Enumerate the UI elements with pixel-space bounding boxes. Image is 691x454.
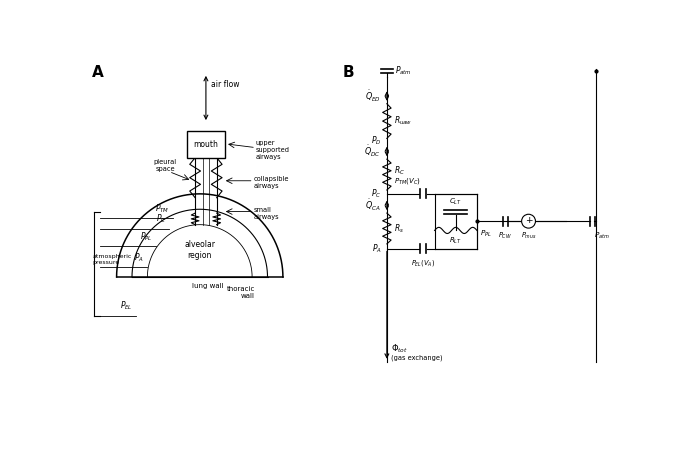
Text: $P_{atm}$: $P_{atm}$ [395,64,411,77]
Text: $P_{EL}(V_A)$: $P_{EL}(V_A)$ [411,258,435,268]
Text: $P_A$: $P_A$ [133,252,144,264]
Text: air flow: air flow [211,80,239,89]
Text: alveolar
region: alveolar region [184,240,216,260]
Text: +: + [524,216,532,225]
Text: $\dot{Q}_{DC}$: $\dot{Q}_{DC}$ [364,144,381,159]
Text: upper
supported
airways: upper supported airways [256,140,290,160]
Text: $\dot{Q}_{CA}$: $\dot{Q}_{CA}$ [365,197,381,213]
Text: $P_A$: $P_A$ [372,242,381,255]
Text: $P_{EL}$: $P_{EL}$ [120,300,133,312]
Text: $R_s$: $R_s$ [394,222,404,235]
Text: B: B [342,65,354,80]
Text: $P_{CW}$: $P_{CW}$ [498,231,513,241]
Text: thoracic
wall: thoracic wall [227,286,255,299]
Text: $R_C$: $R_C$ [394,164,405,177]
Text: $P_{atm}$: $P_{atm}$ [594,231,610,241]
Text: pleural
space: pleural space [153,159,177,172]
Text: $P_{PL}$: $P_{PL}$ [480,229,492,239]
Circle shape [522,214,536,228]
Text: mouth: mouth [193,140,218,148]
Text: $P_{mus}$: $P_{mus}$ [520,231,536,242]
Text: $R_{LT}$: $R_{LT}$ [449,236,462,246]
Text: (gas exchange): (gas exchange) [392,355,443,361]
Text: A: A [92,65,104,80]
Text: $P_C$: $P_C$ [155,213,166,226]
Text: $\Phi_{tot}$: $\Phi_{tot}$ [392,342,408,355]
Text: $P_{TM}$: $P_{TM}$ [155,202,170,215]
Text: $P_{TM}(V_C)$: $P_{TM}(V_C)$ [394,176,421,186]
Text: $P_D$: $P_D$ [371,134,381,147]
Text: collapsible
airways: collapsible airways [254,176,289,189]
Text: $C_{LT}$: $C_{LT}$ [449,196,462,207]
Text: $P_{PL}$: $P_{PL}$ [140,231,153,243]
Text: $\dot{Q}_{ED}$: $\dot{Q}_{ED}$ [365,89,381,104]
Text: small
airways: small airways [254,207,279,220]
Bar [187,131,225,158]
Text: $P_C$: $P_C$ [371,188,381,200]
Text: lung wall: lung wall [191,283,223,289]
Text: atmospheric
pressure: atmospheric pressure [93,254,132,265]
Text: $R_{uaw}$: $R_{uaw}$ [394,115,412,127]
